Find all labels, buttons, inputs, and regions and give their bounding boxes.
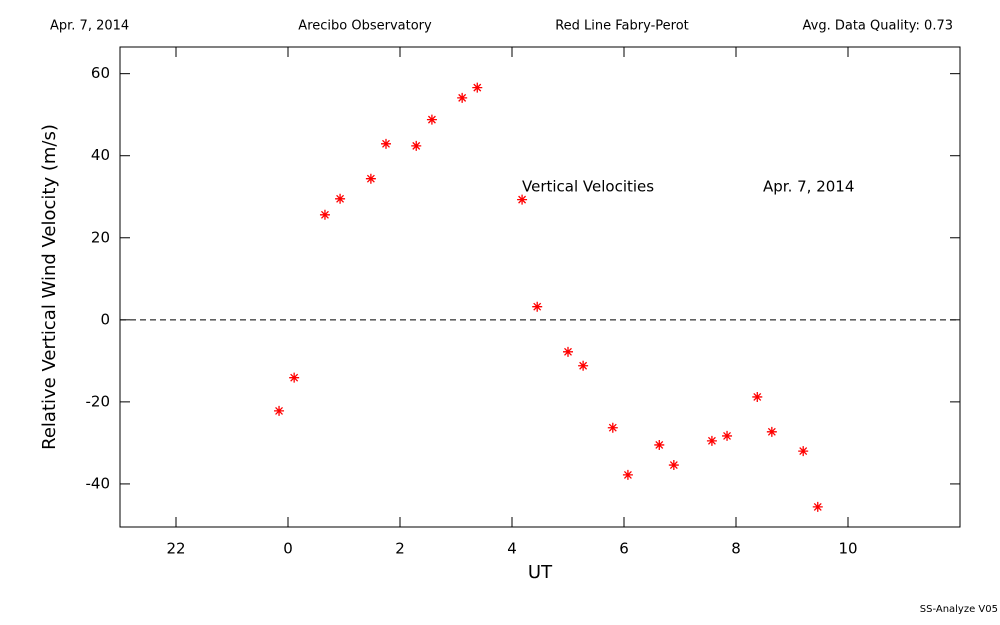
header-site: Arecibo Observatory [298,19,432,34]
footer: SS-Analyze V05 [920,604,998,615]
header-quality: Avg. Data Quality: 0.73 [803,19,953,34]
x-axis-label: UT [528,562,553,583]
data-point [289,372,300,383]
data-point [472,82,483,93]
data-point [654,439,665,450]
annotation: Vertical Velocities [522,178,654,196]
x-tick-label: 6 [619,540,629,558]
data-point [457,92,468,103]
x-tick-label: 4 [507,540,517,558]
data-point [426,114,437,125]
header-date: Apr. 7, 2014 [50,19,129,34]
x-tick-label: 10 [838,540,857,558]
y-tick-label: 40 [91,146,110,164]
y-axis-label: Relative Vertical Wind Velocity (m/s) [39,124,60,450]
data-point [274,405,285,416]
data-point [752,391,763,402]
data-point [578,360,589,371]
x-tick-label: 0 [283,540,293,558]
data-point [607,422,618,433]
plot-frame [119,46,961,528]
data-point [812,501,823,512]
data-point [706,435,717,446]
x-tick-label: 2 [395,540,405,558]
data-point [365,173,376,184]
data-point [319,209,330,220]
y-tick-label: -40 [86,474,111,492]
header-instrument: Red Line Fabry-Perot [555,19,689,34]
data-point [335,193,346,204]
data-point [563,346,573,357]
y-tick-label: -20 [86,392,111,410]
data-point [722,430,733,441]
y-tick-label: 60 [91,64,110,82]
data-point [532,301,543,312]
y-tick-label: 0 [100,310,110,328]
data-point [668,460,679,471]
data-point [622,469,633,480]
x-tick-label: 22 [166,540,185,558]
data-point [381,138,391,149]
data-point [411,140,422,151]
data-point [766,426,777,437]
data-point [798,446,809,457]
y-tick-label: 20 [91,228,110,246]
data-point [517,194,528,205]
x-tick-label: 8 [731,540,741,558]
annotation: Apr. 7, 2014 [763,178,854,196]
